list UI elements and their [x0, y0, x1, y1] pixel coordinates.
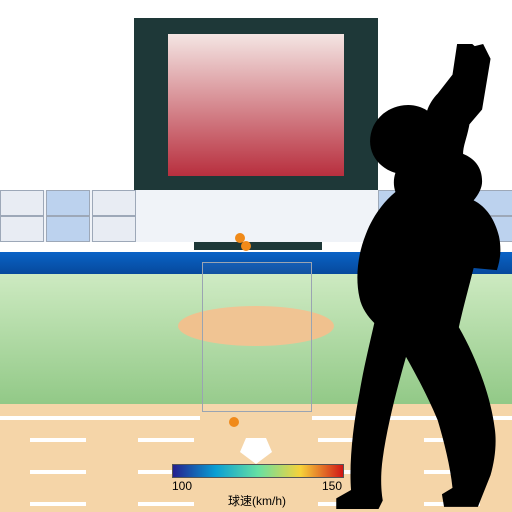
batter-silhouette	[300, 44, 512, 509]
velocity-ticks: 100 150	[172, 479, 342, 493]
stand-panel	[92, 216, 136, 242]
stand-panel	[92, 190, 136, 216]
velocity-label: 球速(km/h)	[172, 492, 342, 509]
chalk-line	[0, 416, 200, 420]
chalk-line	[138, 438, 194, 442]
pitch-location-dot	[241, 241, 251, 251]
stand-panel	[0, 190, 44, 216]
velocity-tick: 100	[172, 479, 192, 493]
pitch-location-dot	[229, 417, 239, 427]
chalk-line	[30, 470, 86, 474]
strike-zone	[202, 262, 312, 412]
chalk-line	[30, 502, 86, 506]
stand-panel	[46, 190, 90, 216]
chalk-line	[30, 438, 86, 442]
pitch-location-diagram: 100 150球速(km/h)	[0, 0, 512, 512]
velocity-tick: 150	[322, 479, 342, 493]
stand-panel	[46, 216, 90, 242]
stand-panel	[0, 216, 44, 242]
velocity-legend: 100 150球速(km/h)	[172, 464, 342, 509]
velocity-colorbar	[172, 464, 344, 478]
